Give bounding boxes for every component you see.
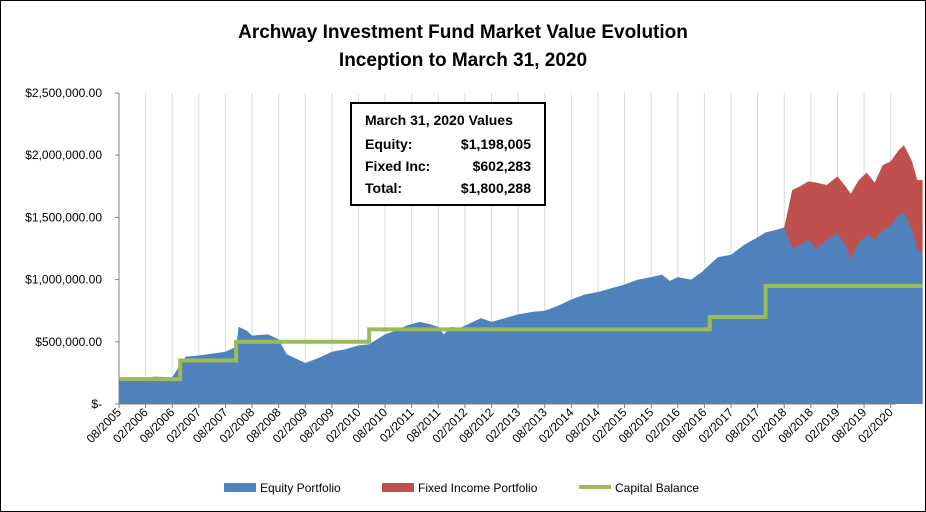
series-line-capital-balance [119, 283, 923, 382]
legend: Equity Portfolio Fixed Income Portfolio … [224, 481, 699, 495]
series-area-equity [119, 212, 923, 404]
annotation-fixed-income-value: $602,283 [473, 158, 532, 174]
annotation-equity-label: Equity: [365, 136, 412, 152]
legend-label-fixed-income: Fixed Income Portfolio [418, 481, 538, 495]
annotation-title: March 31, 2020 Values [365, 112, 513, 128]
y-tick-label: $2,000,000.00 [25, 148, 102, 162]
chart-title-line-1: Archway Investment Fund Market Value Evo… [238, 22, 688, 43]
annotation-equity-value: $1,198,005 [461, 136, 531, 152]
y-tick-label: $2,500,000.00 [25, 86, 102, 100]
annotation-border [350, 102, 546, 206]
annotation-total-value: $1,800,288 [461, 180, 531, 196]
chart-title-line-2: Inception to March 31, 2020 [339, 50, 587, 71]
y-tick-label: $- [91, 397, 102, 411]
y-tick-label: $1,500,000.00 [25, 210, 102, 224]
legend-swatch-equity [224, 483, 256, 492]
axes [118, 93, 896, 405]
y-axis-tick-labels: $- $500,000.00 $1,000,000.00 $1,500,000.00 $… [25, 86, 119, 411]
y-tick-label: $500,000.00 [35, 335, 102, 349]
x-axis-tick-labels: 08/200502/200608/200602/200708/200702/20… [84, 404, 896, 446]
annotation-total-label: Total: [365, 180, 402, 196]
values-annotation-box: March 31, 2020 Values Equity: $1,198,005… [350, 102, 546, 206]
legend-label-capital-balance: Capital Balance [615, 481, 699, 495]
series-layer [119, 145, 923, 405]
y-tick-label: $1,000,000.00 [25, 273, 102, 287]
annotation-fixed-income-label: Fixed Inc: [365, 158, 430, 174]
legend-swatch-fixed-income [382, 483, 414, 492]
legend-label-equity: Equity Portfolio [260, 481, 341, 495]
